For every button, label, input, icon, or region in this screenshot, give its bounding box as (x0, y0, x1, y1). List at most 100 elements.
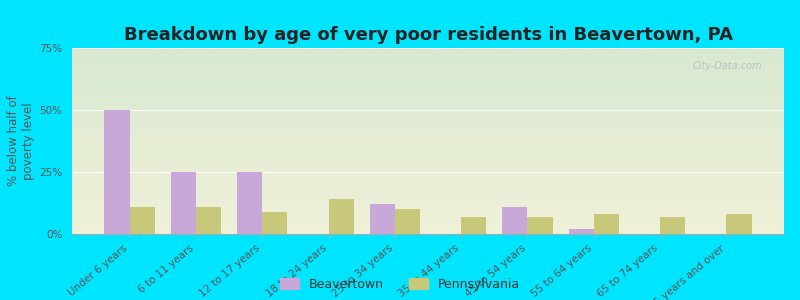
Bar (72, 56, 784, 57)
Bar (72, 86, 784, 87)
Bar (72, 190, 784, 191)
Bar (72, 61, 784, 62)
Bar (72, 189, 784, 190)
Bar (395, 209, 420, 234)
Bar (72, 103, 784, 104)
Bar (72, 112, 784, 113)
Bar (72, 164, 784, 165)
Bar (72, 113, 784, 114)
Bar (72, 229, 784, 230)
Bar (72, 192, 784, 193)
Bar (72, 69, 784, 70)
Bar (72, 127, 784, 128)
Bar (72, 110, 784, 111)
Bar (72, 111, 784, 112)
Bar (72, 65, 784, 66)
Bar (72, 217, 784, 218)
Bar (72, 119, 784, 120)
Bar (72, 215, 784, 216)
Title: Breakdown by age of very poor residents in Beavertown, PA: Breakdown by age of very poor residents … (123, 26, 733, 44)
Bar (72, 183, 784, 184)
Legend: Beavertown, Pennsylvania: Beavertown, Pennsylvania (280, 278, 520, 291)
Bar (72, 90, 784, 91)
Bar (72, 133, 784, 134)
Bar (72, 186, 784, 187)
Bar (72, 148, 784, 149)
Bar (72, 206, 784, 207)
Bar (72, 140, 784, 141)
Bar (72, 125, 784, 126)
Bar (72, 101, 784, 102)
Bar (72, 175, 784, 176)
Bar (72, 137, 784, 138)
Bar (72, 91, 784, 92)
Bar (72, 200, 784, 202)
Bar (72, 58, 784, 59)
Bar (72, 118, 784, 119)
Bar (370, 204, 395, 234)
Bar (72, 194, 784, 195)
Bar (72, 84, 784, 85)
Bar (72, 75, 784, 76)
Bar (72, 213, 784, 214)
Bar (72, 129, 784, 130)
Bar (72, 233, 784, 234)
Bar (72, 117, 784, 118)
Bar (72, 67, 784, 68)
Bar (262, 212, 287, 234)
Bar (72, 51, 784, 52)
Bar (72, 210, 784, 211)
Bar (72, 106, 784, 107)
Bar (72, 228, 784, 229)
Bar (72, 136, 784, 137)
Bar (72, 173, 784, 175)
Bar (72, 128, 784, 129)
Bar (72, 68, 784, 69)
Bar (72, 197, 784, 198)
Bar (72, 79, 784, 80)
Bar (72, 202, 784, 203)
Bar (72, 122, 784, 123)
Bar (72, 144, 784, 145)
Bar (72, 78, 784, 79)
Bar (72, 105, 784, 106)
Bar (72, 150, 784, 151)
Bar (72, 123, 784, 124)
Bar (72, 159, 784, 160)
Bar (72, 231, 784, 232)
Bar (237, 172, 262, 234)
Bar (660, 217, 686, 234)
Bar (72, 169, 784, 170)
Bar (72, 202, 784, 203)
Bar (72, 147, 784, 148)
Bar (72, 160, 784, 161)
Bar (72, 208, 784, 209)
Bar (72, 156, 784, 157)
Bar (72, 74, 784, 75)
Bar (72, 171, 784, 172)
Bar (72, 138, 784, 139)
Bar (72, 87, 784, 88)
Bar (72, 222, 784, 223)
Bar (72, 170, 784, 171)
Bar (72, 135, 784, 136)
Bar (72, 62, 784, 63)
Bar (72, 89, 784, 90)
Bar (72, 108, 784, 110)
Bar (104, 110, 130, 234)
Bar (72, 160, 784, 161)
Bar (72, 132, 784, 133)
Bar (72, 177, 784, 178)
Bar (72, 204, 784, 205)
Bar (72, 93, 784, 94)
Bar (72, 55, 784, 56)
Bar (72, 184, 784, 185)
Bar (130, 207, 154, 234)
Bar (72, 163, 784, 164)
Bar (72, 76, 784, 77)
Bar (461, 217, 486, 234)
Bar (72, 191, 784, 192)
Bar (72, 211, 784, 212)
Bar (72, 223, 784, 224)
Bar (72, 232, 784, 233)
